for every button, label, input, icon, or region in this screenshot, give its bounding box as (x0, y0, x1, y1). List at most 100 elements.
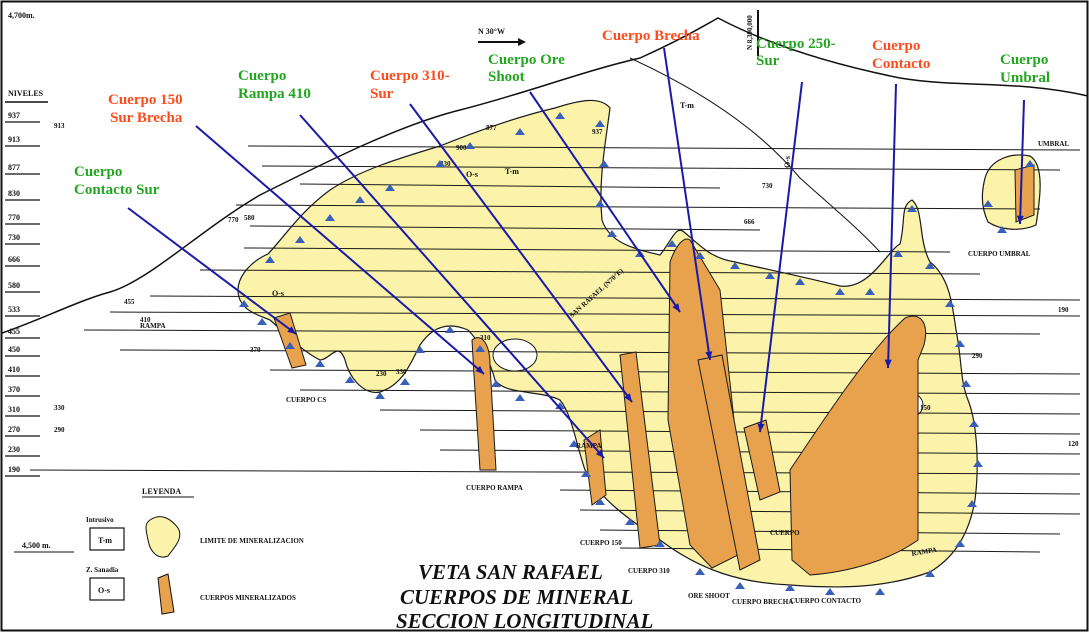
boundary-marker (385, 184, 395, 191)
boundary-marker (925, 262, 935, 269)
level-line (83, 329, 1041, 335)
callout-250-sur: Cuerpo 250-Sur (756, 36, 836, 69)
boundary-marker (475, 345, 485, 352)
boundary-marker (239, 300, 249, 307)
level-tag: 913 (8, 135, 20, 144)
map-level-tag: 830 (440, 160, 451, 168)
boundary-marker (325, 214, 335, 221)
boundary-marker (581, 470, 591, 477)
callout-arrowhead (757, 423, 765, 432)
label-t-m-2: T-m (680, 101, 694, 110)
map-level-tag: 900 (456, 144, 467, 152)
callout-150-sur-brecha: Cuerpo 150 Sur Brecha (108, 92, 183, 126)
boundary-marker (555, 402, 565, 409)
map-level-tag: 120 (1068, 440, 1079, 448)
boundary-marker (907, 205, 917, 212)
level-line (119, 349, 981, 355)
level-tag: 730 (8, 233, 20, 242)
callout-arrowhead (595, 449, 604, 458)
callout-arrow (529, 91, 681, 313)
legend-silurico: Z. Sanadia (86, 566, 119, 574)
label-o-s-1: O-s (466, 170, 478, 179)
map-level-tag: 290 (972, 352, 983, 360)
level-tag: 533 (8, 305, 20, 314)
coord-label: N 8,390,000 (746, 15, 754, 50)
label-cuerpo-310: CUERPO 310 (628, 567, 670, 575)
level-tag: 410 (8, 365, 20, 374)
level-tag: 770 (8, 213, 20, 222)
level-tag: 666 (8, 255, 20, 264)
map-level-tag: 410 (140, 316, 151, 324)
ore-body-contacto (789, 315, 926, 576)
callout-arrowhead (672, 303, 680, 312)
level-line (109, 311, 1081, 317)
label-rampa-1: RAMPA (140, 322, 166, 330)
label-t-m-1: T-m (505, 167, 519, 176)
map-level-tag: 330 (396, 368, 407, 376)
level-tag: 877 (8, 163, 20, 172)
legend-limite: LIMITE DE MINERALIZACION (200, 537, 304, 545)
boundary-marker (955, 540, 965, 547)
level-line (299, 183, 721, 189)
boundary-marker (695, 568, 705, 575)
label-cuerpo-150: CUERPO 150 (580, 539, 622, 547)
boundary-marker (765, 272, 775, 279)
boundary-marker (825, 588, 835, 595)
callout-arrowhead (705, 351, 713, 360)
callout-contacto: Cuerpo Contacto (872, 38, 930, 72)
level-tag: 230 (8, 445, 20, 454)
boundary-marker (435, 160, 445, 167)
legend-intrusivo: Intrusivo (86, 516, 114, 524)
boundary-marker (865, 288, 875, 295)
callout-ore-shoot: Cuerpo Ore Shoot (488, 52, 565, 85)
boundary-marker (925, 570, 935, 577)
boundary-marker (491, 380, 501, 387)
callout-arrow (195, 125, 485, 375)
ore-body-250 (743, 419, 781, 501)
boundary-marker (595, 200, 605, 207)
mineralization-zone (237, 99, 978, 588)
boundary-marker (465, 142, 475, 149)
boundary-marker (607, 230, 617, 237)
boundary-marker (893, 250, 903, 257)
boundary-marker (257, 318, 267, 325)
callout-arrowhead (624, 393, 632, 402)
label-cuerpo-contacto: CUERPO CONTACTO (790, 597, 862, 605)
level-line (247, 145, 1081, 151)
label-umbral: UMBRAL (1038, 140, 1069, 148)
label-cuerpo-brecha: CUERPO BRECHA (732, 598, 793, 606)
boundary-marker (515, 128, 525, 135)
boundary-marker (355, 196, 365, 203)
callout-arrows (127, 47, 1025, 459)
section-title: VETA SAN RAFAEL CUERPOS DE MINERAL SECCI… (396, 560, 653, 632)
boundary-marker (955, 340, 965, 347)
topography-line (1, 17, 1089, 334)
scale-label: 4,700m. (8, 11, 35, 20)
level-tag-side: 913 (54, 122, 65, 130)
levels-header: NIVELES (8, 89, 44, 98)
label-ore-shoot: ORE SHOOT (688, 592, 730, 600)
north-label: N 30°W (478, 27, 505, 36)
legend-intrusivo-code: T-m (98, 536, 112, 545)
callout-310-sur: Cuerpo 310-Sur (370, 68, 450, 102)
boundary-marker (625, 518, 635, 525)
boundary-marker (555, 112, 565, 119)
ore-body-brecha (697, 354, 761, 571)
boundary-marker (655, 540, 665, 547)
mineralization-boundary-markers (239, 112, 1035, 595)
boundary-marker (400, 378, 410, 385)
level-tag: 830 (8, 189, 20, 198)
waste-inclusion (492, 338, 538, 372)
level-rows: 937 913 877 830 770 730 666 580 533 455 450 410 370 3… (5, 111, 65, 477)
level-tag-side: 290 (54, 426, 65, 434)
legend: LEYENDA Intrusivo T-m Z. Sanadia O-s LIM… (14, 487, 304, 615)
callout-arrowhead (287, 326, 296, 334)
callout-arrowhead (884, 359, 892, 368)
boundary-marker (695, 252, 705, 259)
level-tag: 937 (8, 111, 20, 120)
boundary-marker (595, 120, 605, 127)
boundary-marker (265, 256, 275, 263)
legend-silurico-box (89, 577, 125, 601)
boundary-marker (569, 440, 579, 447)
